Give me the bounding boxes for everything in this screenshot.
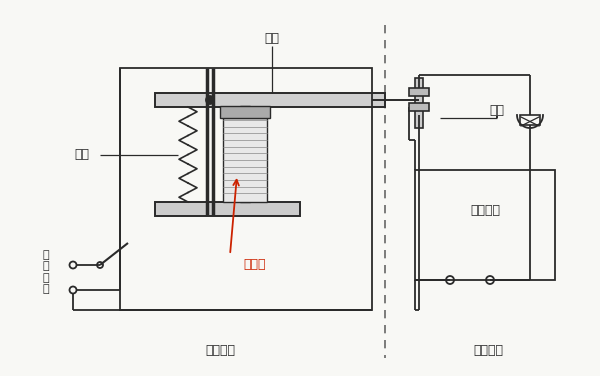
Text: 衔铁: 衔铁	[265, 32, 280, 44]
Text: 信
号
电
源: 信 号 电 源	[43, 250, 49, 294]
Bar	[409, 103, 429, 111]
Bar	[155, 202, 300, 216]
Bar	[520, 115, 540, 125]
Bar	[409, 88, 429, 96]
Text: 工作电路: 工作电路	[473, 344, 503, 356]
Bar	[220, 106, 270, 118]
Bar	[240, 106, 250, 202]
Circle shape	[206, 96, 214, 104]
Text: 工作电源: 工作电源	[470, 203, 500, 217]
Text: 触点: 触点	[490, 103, 505, 117]
Bar	[415, 78, 423, 128]
Bar	[120, 68, 372, 310]
Bar	[415, 170, 555, 280]
Bar	[155, 93, 385, 107]
Text: 电磁铁: 电磁铁	[244, 259, 266, 271]
Bar	[223, 118, 267, 202]
Text: 控制电路: 控制电路	[205, 344, 235, 356]
Text: 弹簧: 弹簧	[74, 149, 89, 162]
